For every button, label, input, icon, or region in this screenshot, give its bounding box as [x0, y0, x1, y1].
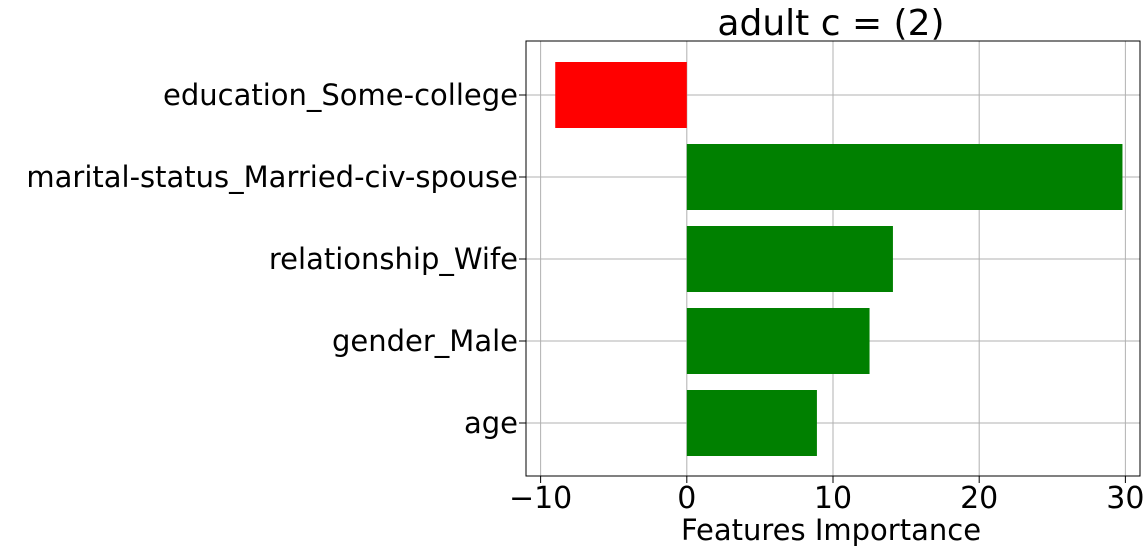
x-tick-label: 20	[960, 481, 998, 516]
x-tick-label: 10	[814, 481, 852, 516]
x-tick-label: −10	[509, 481, 572, 516]
x-axis-label: Features Importance	[681, 513, 981, 547]
y-tick-label: relationship_Wife	[269, 242, 518, 276]
chart-title: adult c = (2)	[717, 3, 944, 44]
x-tick-label: 30	[1106, 481, 1144, 516]
bars	[555, 62, 1123, 456]
ticks: −10 0 10 20 30 education_Some-college marital-…	[26, 78, 1144, 516]
bar-relationship-wife	[686, 226, 893, 292]
bar-education-some-college	[555, 62, 687, 128]
bar-age	[686, 390, 817, 456]
y-tick-label: education_Some-college	[163, 78, 518, 112]
bar-marital-status-married-civ-spouse	[686, 144, 1123, 210]
y-tick-label: age	[464, 406, 518, 440]
y-tick-label: marital-status_Married-civ-spouse	[26, 160, 518, 194]
x-tick-label: 0	[677, 481, 696, 516]
y-tick-label: gender_Male	[332, 324, 518, 358]
bar-gender-male	[686, 308, 870, 374]
